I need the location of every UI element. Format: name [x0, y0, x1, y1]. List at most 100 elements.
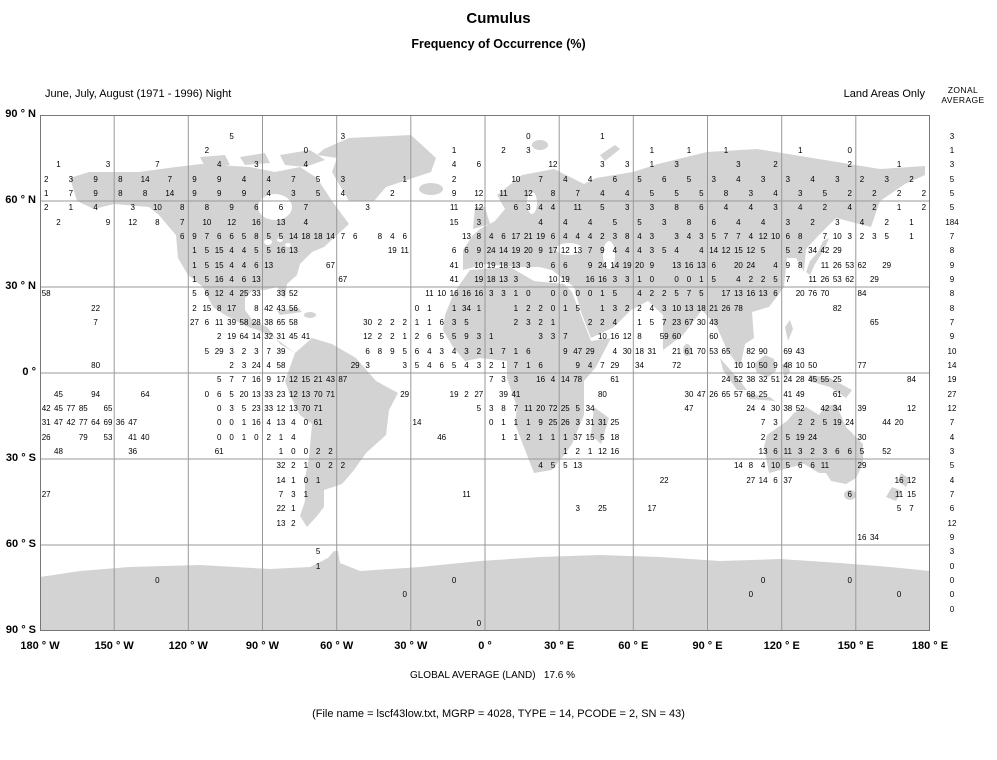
grid-value: 52 — [733, 375, 743, 385]
lon-axis-label: 60 ° E — [618, 640, 649, 652]
grid-value: 0 — [563, 289, 568, 299]
grid-value: 12 — [597, 446, 607, 456]
grid-value: 3 — [575, 504, 580, 514]
grid-value: 9 — [785, 260, 791, 270]
great-lakes — [277, 238, 283, 242]
file-info-text: (File name = lscf43low.txt, MGRP = 4028,… — [312, 708, 685, 720]
grid-value: 2 — [872, 188, 877, 198]
zonal-average-value: 7 — [949, 489, 955, 499]
grid-value: 30 — [857, 432, 867, 442]
grid-value: 59 — [659, 332, 669, 342]
grid-value: 29 — [610, 360, 620, 370]
grid-value: 61 — [684, 346, 694, 356]
grid-value: 5 — [884, 231, 889, 241]
java-landmass — [747, 394, 775, 401]
grid-value: 2 — [859, 174, 865, 184]
grid-value: 1 — [686, 145, 692, 155]
grid-value: 14 — [733, 461, 743, 471]
grid-value: 64 — [140, 389, 150, 399]
grid-value: 10 — [771, 461, 780, 471]
grid-value: 8 — [476, 231, 482, 241]
grid-value: 7 — [303, 203, 309, 213]
zonal-average-value: 12 — [947, 518, 957, 528]
grid-value: 0 — [303, 446, 309, 456]
grid-value: 4 — [93, 203, 98, 213]
zonal-average-value: 0 — [949, 575, 955, 585]
grid-value: 12 — [758, 231, 768, 241]
grid-value: 69 — [103, 418, 113, 428]
grid-value: 7 — [204, 231, 210, 241]
grid-value: 22 — [91, 303, 101, 313]
grid-value: 5 — [451, 332, 457, 342]
grid-value: 64 — [239, 332, 249, 342]
grid-value: 1 — [476, 303, 482, 313]
grid-value: 65 — [276, 317, 286, 327]
grid-value: 41 — [449, 260, 459, 270]
grid-value: 1 — [909, 231, 914, 241]
grid-value: 4 — [736, 174, 741, 184]
grid-value: 10 — [795, 360, 805, 370]
world-map-svg — [40, 115, 930, 631]
grid-value: 20 — [635, 260, 644, 270]
grid-value: 26 — [41, 432, 51, 442]
grid-value: 4 — [637, 231, 642, 241]
grid-value: 19 — [227, 332, 237, 342]
lat-axis: 90 ° N 60 ° N 30 ° N 0 ° 30 ° S 60 ° S 90 ° S — [0, 108, 36, 636]
grid-value: 1 — [909, 217, 914, 227]
grid-value: 77 — [857, 360, 867, 370]
grid-value: 26 — [832, 260, 842, 270]
zonal-average-value: 5 — [949, 174, 955, 184]
grid-value: 5 — [266, 246, 271, 256]
grid-value: 2 — [315, 446, 321, 456]
grid-value: 4 — [859, 217, 865, 227]
grid-value: 15 — [907, 489, 916, 499]
grid-value: 38 — [746, 375, 756, 385]
grid-value: 16 — [536, 375, 546, 385]
grid-value: 1 — [896, 160, 902, 170]
grid-value: 61 — [832, 389, 842, 399]
grid-value: 12 — [746, 246, 756, 256]
grid-value: 2 — [797, 246, 803, 256]
grid-value: 3 — [612, 303, 618, 313]
grid-value: 2 — [488, 360, 494, 370]
grid-value: 34 — [635, 360, 644, 370]
grid-value: 0 — [216, 403, 222, 413]
grid-value: 5 — [711, 274, 716, 284]
grid-value: 16 — [462, 289, 471, 299]
grid-value: 3 — [229, 346, 234, 356]
black-sea — [556, 243, 582, 255]
grid-value: 7 — [229, 375, 234, 385]
grid-value: 2 — [451, 174, 457, 184]
zonal-average-value: 7 — [949, 317, 955, 327]
grid-value: 5 — [699, 289, 704, 299]
grid-value: 26 — [721, 303, 731, 313]
lat-axis-label: 90 ° S — [5, 624, 36, 636]
grid-value: 29 — [400, 389, 410, 399]
grid-value: 4 — [637, 289, 642, 299]
grid-value: 15 — [733, 246, 743, 256]
grid-value: 55 — [820, 375, 830, 385]
grid-value: 1 — [451, 303, 457, 313]
grid-value: 47 — [54, 418, 63, 428]
grid-value: 4 — [797, 203, 803, 213]
grid-value: 2 — [649, 289, 655, 299]
grid-value: 12 — [276, 403, 286, 413]
grid-value: 3 — [476, 332, 482, 342]
grid-value: 5 — [204, 246, 210, 256]
grid-value: 17 — [227, 303, 237, 313]
grid-value: 6 — [204, 317, 210, 327]
grid-value: 12 — [474, 188, 484, 198]
grid-value: 3 — [612, 231, 618, 241]
grid-value: 9 — [105, 217, 111, 227]
grid-value: 3 — [501, 375, 506, 385]
grid-value: 9 — [538, 418, 543, 428]
grid-value: 82 — [746, 346, 756, 356]
grid-value: 12 — [363, 332, 373, 342]
grid-value: 58 — [276, 360, 286, 370]
grid-value: 4 — [587, 360, 593, 370]
grid-value: 1 — [68, 203, 74, 213]
grid-value: 5 — [686, 174, 692, 184]
grid-value: 6 — [402, 231, 407, 241]
grid-value: 3 — [835, 217, 840, 227]
grid-value: 34 — [832, 403, 842, 413]
